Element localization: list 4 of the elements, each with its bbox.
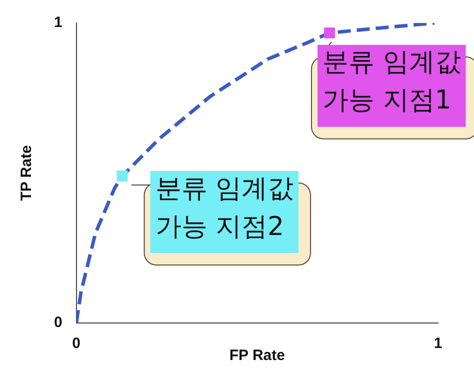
annotation: 분류 임계값 가능 지점2 (155, 174, 294, 242)
y-axis-title: TP Rate (18, 145, 36, 201)
x-axis-title: FP Rate (229, 347, 285, 364)
annotation: 분류 임계값 가능 지점1 (322, 48, 461, 116)
